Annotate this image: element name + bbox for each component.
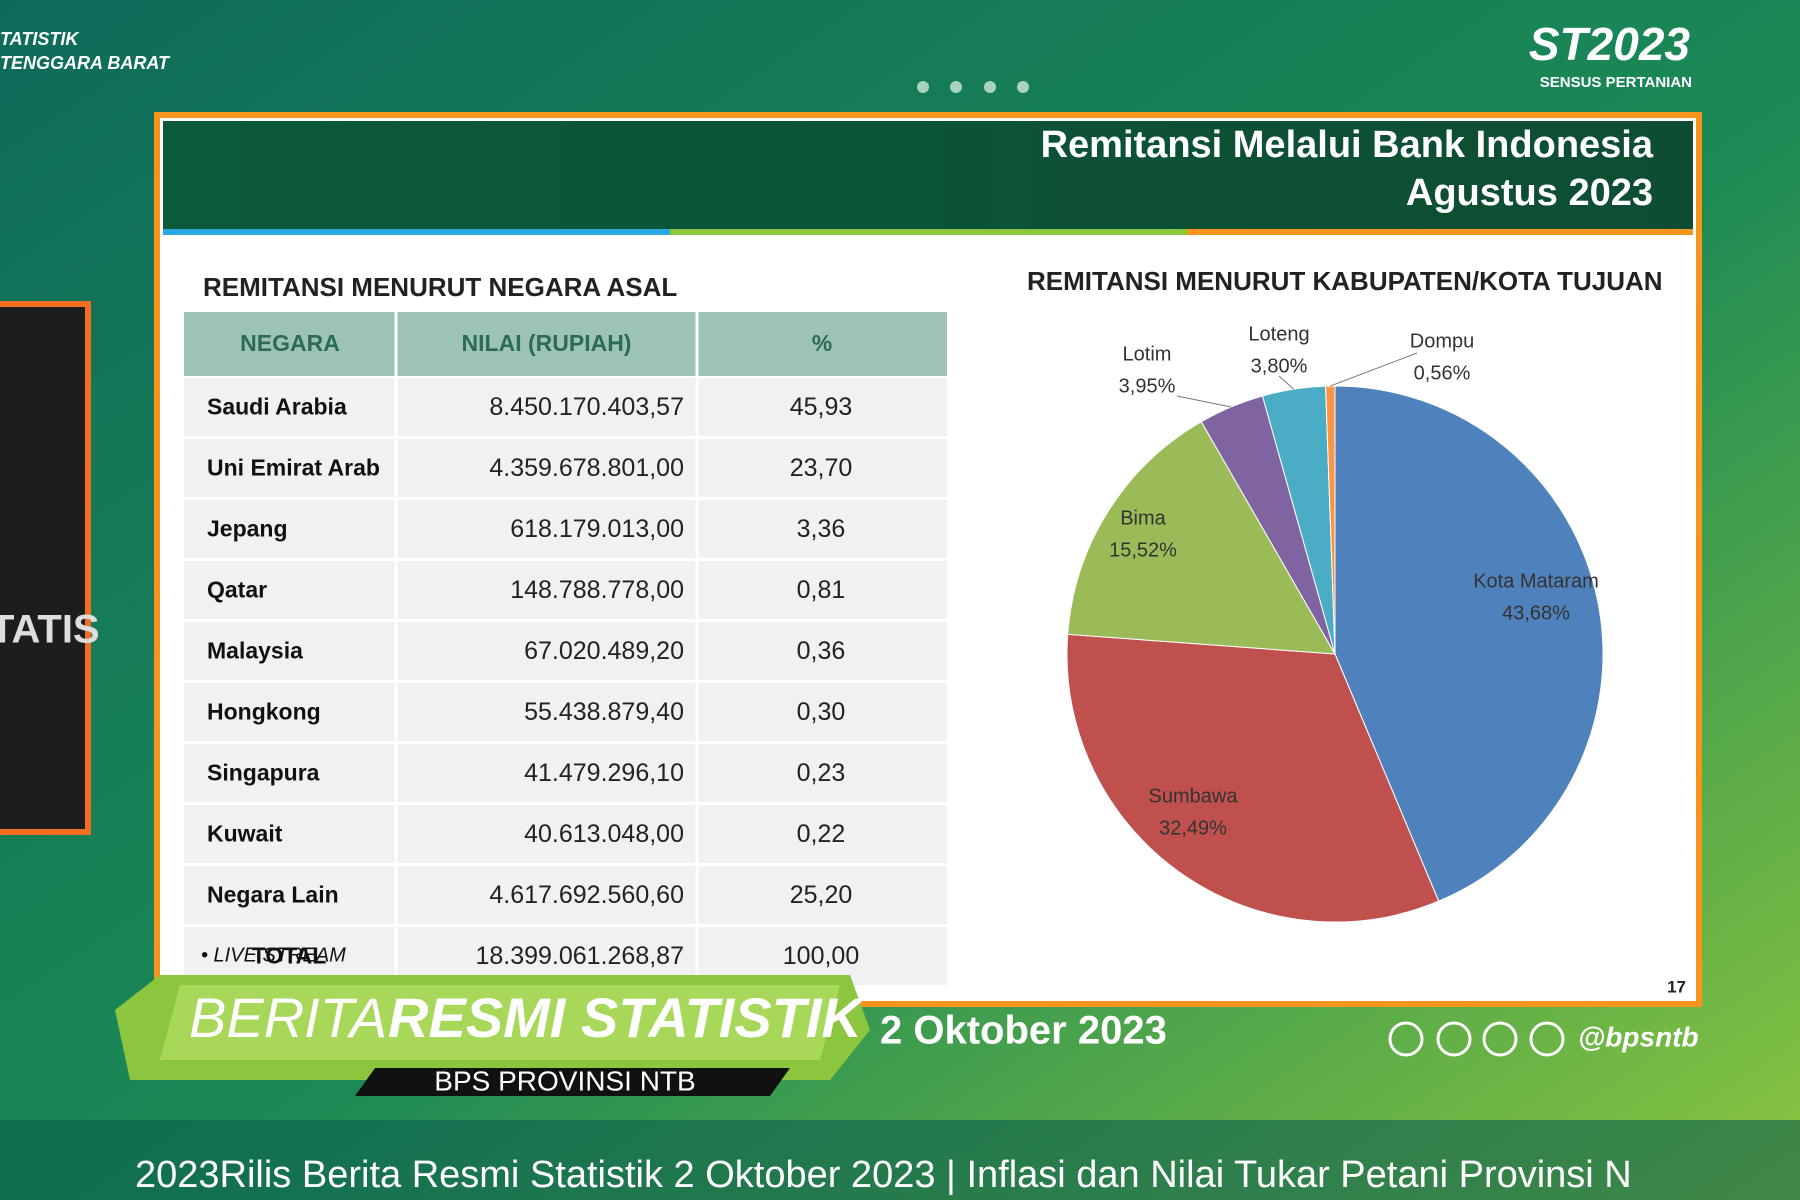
slice-value-label: 3,80% [1251, 355, 1308, 377]
org-line: TATISTIK [0, 29, 80, 49]
cell-value: 8.450.170.403,57 [489, 393, 684, 421]
cell-percent: 23,70 [790, 454, 853, 482]
banner-word: BERITA [189, 986, 387, 1049]
table-row [184, 500, 947, 558]
slice-category: Kota Mataram [1473, 570, 1599, 592]
column-header: % [812, 330, 832, 356]
cell-percent: 3,36 [797, 515, 846, 543]
page-number: 17 [1667, 977, 1686, 996]
slice-value-label: 32,49% [1159, 817, 1227, 839]
ticker: 2023Rilis Berita Resmi Statistik 2 Oktob… [135, 1154, 1632, 1196]
table-row [184, 622, 947, 680]
cell-percent: 100,00 [783, 942, 859, 970]
slice-value-label: 15,52% [1109, 539, 1177, 561]
table-row [184, 866, 947, 924]
logo: ST2023 [1529, 18, 1691, 70]
cell-country: Uni Emirat Arab [207, 455, 380, 481]
video-text: TATIS [0, 608, 100, 652]
pie-slice [1334, 385, 1604, 902]
social-handle: @bpsntb [1578, 1021, 1699, 1052]
logo-subtitle: SENSUS PERTANIAN [1540, 74, 1692, 91]
cell-percent: 0,81 [797, 576, 846, 604]
cell-value: 148.788.778,00 [510, 576, 684, 604]
cell-percent: 0,30 [797, 698, 846, 726]
banner-date: 2 Oktober 2023 [880, 1009, 1167, 1053]
slide-header [163, 121, 1693, 229]
ticker-band [0, 1120, 1800, 1200]
cell-country: Qatar [207, 577, 267, 603]
table-row [184, 805, 947, 863]
table: NEGARA NILAI (RUPIAH) % Saudi Arabia 8.450.1… [184, 312, 947, 988]
slice-category: Loteng [1248, 323, 1309, 345]
live-badge: • LIVE STREAM [201, 944, 346, 966]
slide-title: Remitansi Melalui Bank Indonesia [1041, 124, 1654, 166]
slice-category: Lotim [1123, 343, 1172, 365]
table-row [184, 561, 947, 619]
social-icons [1388, 1021, 1565, 1057]
cell-value: 40.613.048,00 [524, 820, 684, 848]
org-line: TENGGARA BARAT [0, 53, 171, 73]
table-header [184, 312, 947, 376]
cell-country: Jepang [207, 516, 288, 542]
table-title: REMITANSI MENURUT NEGARA ASAL [203, 272, 677, 302]
cell-country: Kuwait [207, 821, 283, 847]
slice-category: Bima [1120, 507, 1166, 529]
cell-value: 41.479.296,10 [524, 759, 684, 787]
leader-line [1330, 352, 1418, 387]
cell-country: Singapura [207, 760, 320, 786]
stripe [1187, 229, 1693, 235]
cell-percent: 0,36 [797, 637, 846, 665]
slice-category: Dompu [1410, 330, 1474, 352]
cell-percent: 45,93 [790, 393, 853, 421]
banner-inner [160, 985, 840, 1060]
slice-value-label: 3,95% [1119, 375, 1176, 397]
leader-line [1176, 395, 1232, 408]
org-band [355, 1068, 790, 1096]
table-row [184, 378, 947, 436]
stripe [163, 229, 670, 235]
cell-value: 618.179.013,00 [510, 515, 684, 543]
pie-slice [1325, 385, 1336, 655]
cell-country: Negara Lain [207, 882, 339, 908]
table-row [184, 683, 947, 741]
cell-country: TOTAL [252, 943, 327, 969]
table-row [184, 744, 947, 802]
chart-title: REMITANSI MENURUT KABUPATEN/KOTA TUJUAN [1027, 266, 1663, 296]
table-row [184, 439, 947, 497]
cell-percent: 0,22 [797, 820, 846, 848]
slice-category: Sumbawa [1149, 785, 1239, 807]
pie-chart: Kota Mataram 43,68% Sumbawa 32,49% Bima 15,52… [1066, 323, 1604, 923]
cell-value: 18.399.061.268,87 [475, 942, 684, 970]
cell-country: Hongkong [207, 699, 321, 725]
cell-value: 55.438.879,40 [524, 698, 684, 726]
pie-slice [1067, 421, 1336, 655]
cell-percent: 25,20 [790, 881, 853, 909]
cell-country: Saudi Arabia [207, 394, 347, 420]
banner-org: BPS PROVINSI NTB [434, 1065, 695, 1096]
cell-value: 67.020.489,20 [524, 637, 684, 665]
banner-word: RESMI STATISTIK [388, 986, 865, 1049]
column-header: NILAI (RUPIAH) [462, 330, 632, 356]
pie-slice [1066, 633, 1440, 923]
stripe [670, 229, 1187, 235]
slice-value-label: 0,56% [1414, 362, 1471, 384]
cell-country: Malaysia [207, 638, 303, 664]
video-panel [0, 301, 91, 835]
decor-dots [917, 81, 1029, 93]
leader-line [1278, 375, 1295, 390]
slide-title: Agustus 2023 [1406, 172, 1653, 214]
cell-value: 4.617.692.560,60 [489, 881, 684, 909]
cell-percent: 0,23 [797, 759, 846, 787]
column-header: NEGARA [240, 330, 340, 356]
cell-value: 4.359.678.801,00 [489, 454, 684, 482]
slice-value-label: 43,68% [1502, 602, 1570, 624]
